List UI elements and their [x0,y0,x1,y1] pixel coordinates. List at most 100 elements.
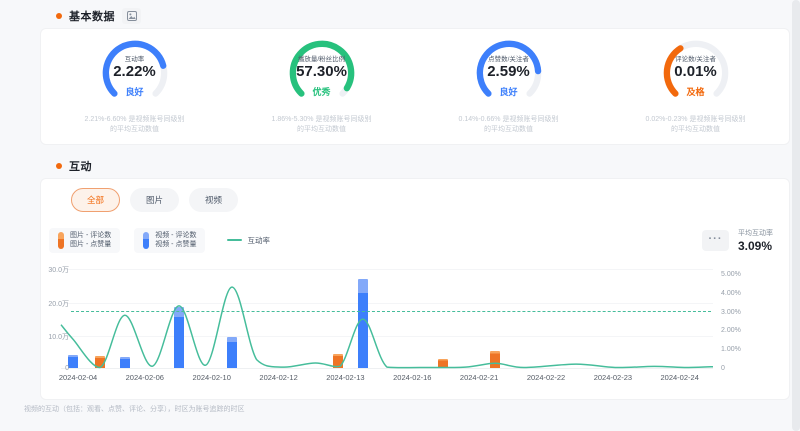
x-axis-date-label: 2024-02-22 [526,373,566,382]
picture-series-swatch [58,231,64,249]
scrollbar[interactable] [792,0,800,431]
gauge-status-badge: 优秀 [312,87,331,97]
gauge-status-badge: 良好 [125,87,144,97]
gauge-chart: 评论数/关注者 0.01% 及格 [657,38,735,106]
x-axis-date-label: 2024-02-16 [393,373,432,382]
video-series-swatch [143,231,150,249]
gridline [61,302,713,304]
more-options-button[interactable]: ··· [702,229,729,251]
section-header-interaction: 互动 [56,156,92,176]
gridline [61,269,713,271]
y-axis-left-tick: 30.0万 [48,267,69,275]
section-header-basic: 基本数据 [56,6,141,26]
bar-图片[interactable] [95,356,106,368]
gauge-播放量/粉丝比例: 播放量/粉丝比例 57.30% 优秀 1.86%-5.30% 是视频账号同级别 的平均互… [228,29,415,144]
gauge-benchmark-note: 0.14%-0.66% 是视频账号同级别 的平均互动数值 [459,115,559,135]
legend-picture-likes: 图片 - 点赞量 [70,241,112,248]
bar-视频[interactable] [174,306,184,368]
gauge-metric-label: 互动率 [124,56,145,63]
y-axis-left-tick: 0 [65,365,69,372]
legend-video-likes: 视频 - 点赞量 [155,241,197,248]
note-line-2: 的平均互动数值 [670,126,720,133]
picture-icon [126,11,137,21]
y-axis-right-tick: 4.00% [721,289,741,297]
gauge-status-badge: 及格 [686,87,705,97]
legend-picture[interactable]: 图片 - 评论数 图片 - 点赞量 [49,227,121,253]
y-axis-right-tick: 2.00% [721,327,741,335]
gauge-chart: 播放量/粉丝比例 57.30% 优秀 [283,38,361,106]
y-axis-left-tick: 10.0万 [48,333,69,341]
gauge-点赞数/关注者: 点赞数/关注者 2.59% 良好 0.14%-0.66% 是视频账号同级别 的平均互动数… [415,29,602,144]
y-axis-right-tick: 0 [721,365,725,372]
legend-picture-comments: 图片 - 评论数 [70,231,112,239]
bar-视频[interactable] [357,278,368,368]
bar-图片[interactable] [333,353,344,368]
average-rate-value: 3.09% [738,238,773,253]
legend-video-comments: 视频 - 评论数 [155,231,197,239]
x-axis-date-label: 2024-02-23 [593,373,633,382]
bar-视频[interactable] [67,354,78,368]
note-line-1: 1.86%-5.30% 是视频账号同级别 [271,116,372,123]
note-line-2: 的平均互动数值 [296,126,346,133]
y-axis-right-tick: 5.00% [721,270,741,278]
interaction-chart: 30.0万 20.0万 10.0万 0 5.00% 4.00% 3.00% 2.00% 1.00… [41,256,791,396]
gauge-benchmark-note: 0.02%-0.23% 是视频账号同级别 的平均互动数值 [646,115,746,135]
gauge-value: 57.30% [296,63,347,80]
legend-interaction-rate[interactable]: 互动率 [227,235,270,246]
bar-图片[interactable] [490,350,501,368]
x-axis-date-label: 2024-02-06 [125,373,164,382]
average-rate-dashed-line [71,310,711,312]
gauge-chart: 互动率 2.22% 良好 [96,38,174,106]
section-title-interaction: 互动 [69,161,92,173]
gauge-metric-label: 播放量/粉丝比例 [297,56,346,63]
gridline [61,335,713,337]
x-axis-date-label: 2024-02-24 [660,373,699,382]
tab-图片[interactable]: 图片 [130,188,180,212]
gauge-评论数/关注者: 评论数/关注者 0.01% 及格 0.02%-0.23% 是视频账号同级别 的平均互动数… [602,29,789,144]
gauge-value: 2.59% [487,63,530,80]
x-axis-date-label: 2024-02-12 [259,373,298,382]
chart-footnote: 视频的互动（包括：观看、点赞、评论、分享），时区为账号追踪的时区 [24,406,245,413]
note-line-1: 2.21%-6.60% 是视频账号同级别 [84,116,185,123]
x-axis-date-label: 2024-02-13 [326,373,365,382]
section-bullet-icon [56,13,62,19]
note-line-2: 的平均互动数值 [109,126,159,133]
gauge-metric-label: 点赞数/关注者 [488,56,529,63]
rate-line-swatch [227,239,243,241]
x-axis-date-label: 2024-02-04 [58,373,98,382]
gauge-value: 2.22% [113,63,156,80]
average-rate-block: 平均互动率 3.09% [738,228,773,253]
basic-data-card: 互动率 2.22% 良好 2.21%-6.60% 是视频账号同级别 的平均互动数值 播放量… [40,28,790,145]
legend-rate-label: 互动率 [247,235,270,245]
gauge-value: 0.01% [674,63,717,80]
legend-video[interactable]: 视频 - 评论数 视频 - 点赞量 [134,227,206,253]
interaction-card: 全部 图片 视频 图片 - 评论数 图片 - 点赞量 视频 - 评论数 视频 - 点… [40,178,790,400]
bar-视频[interactable] [226,337,237,368]
tab-group: 全部 图片 视频 [71,188,239,212]
gauge-status-badge: 良好 [499,87,518,97]
save-image-icon[interactable] [122,8,141,24]
plot-area[interactable] [60,256,714,369]
interaction-rate-line [60,286,714,369]
bar-图片[interactable] [438,358,449,368]
x-axis-date-label: 2024-02-10 [192,373,231,382]
bar-视频[interactable] [119,356,130,368]
tab-视频[interactable]: 视频 [189,188,239,212]
section-bullet-icon [56,163,62,169]
section-title-basic: 基本数据 [69,11,115,23]
tab-全部[interactable]: 全部 [71,188,121,212]
note-line-2: 的平均互动数值 [483,126,533,133]
x-axis-line [61,368,713,369]
y-axis-left-tick: 20.0万 [48,300,69,308]
gauge-互动率: 互动率 2.22% 良好 2.21%-6.60% 是视频账号同级别 的平均互动数值 [41,29,228,144]
gauge-metric-label: 评论数/关注者 [675,56,716,63]
y-axis-right-tick: 3.00% [721,308,741,316]
average-rate-label: 平均互动率 [738,229,773,237]
gauge-benchmark-note: 2.21%-6.60% 是视频账号同级别 的平均互动数值 [85,115,185,135]
legend-row: 图片 - 评论数 图片 - 点赞量 视频 - 评论数 视频 - 点赞量 互动率 … [49,225,773,255]
x-axis-date-label: 2024-02-21 [459,373,499,382]
note-line-1: 0.02%-0.23% 是视频账号同级别 [645,116,746,123]
gauge-chart: 点赞数/关注者 2.59% 良好 [470,38,548,106]
gauge-benchmark-note: 1.86%-5.30% 是视频账号同级别 的平均互动数值 [272,115,372,135]
